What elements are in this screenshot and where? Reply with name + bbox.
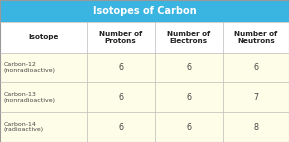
Text: Number of
Electrons: Number of Electrons	[167, 31, 210, 44]
Bar	[87, 112, 155, 142]
Text: 6: 6	[253, 63, 258, 72]
Bar	[0, 22, 87, 53]
Bar	[0, 0, 289, 22]
Text: 8: 8	[253, 123, 258, 132]
Bar	[87, 22, 155, 53]
Bar	[0, 53, 87, 82]
Text: Carbon-14
(radioactive): Carbon-14 (radioactive)	[3, 122, 44, 132]
Text: Carbon-12
(nonradioactive): Carbon-12 (nonradioactive)	[3, 62, 55, 73]
Bar	[223, 53, 289, 82]
Bar	[223, 82, 289, 112]
Text: 6: 6	[186, 63, 191, 72]
Text: Isotope: Isotope	[28, 34, 59, 40]
Text: Number of
Protons: Number of Protons	[99, 31, 142, 44]
Text: 6: 6	[186, 93, 191, 102]
Bar	[87, 82, 155, 112]
Bar	[155, 53, 223, 82]
Text: Number of
Neutrons: Number of Neutrons	[234, 31, 277, 44]
Bar	[155, 82, 223, 112]
Bar	[87, 53, 155, 82]
Bar	[0, 112, 87, 142]
Text: 6: 6	[118, 93, 123, 102]
Bar	[223, 22, 289, 53]
Bar	[155, 112, 223, 142]
Text: 6: 6	[186, 123, 191, 132]
Bar	[223, 112, 289, 142]
Text: 7: 7	[253, 93, 258, 102]
Bar	[0, 82, 87, 112]
Bar	[0, 22, 289, 142]
Text: 6: 6	[118, 63, 123, 72]
Text: Carbon-13
(nonradioactive): Carbon-13 (nonradioactive)	[3, 92, 55, 103]
Bar	[155, 22, 223, 53]
Text: Isotopes of Carbon: Isotopes of Carbon	[93, 6, 196, 16]
Text: 6: 6	[118, 123, 123, 132]
